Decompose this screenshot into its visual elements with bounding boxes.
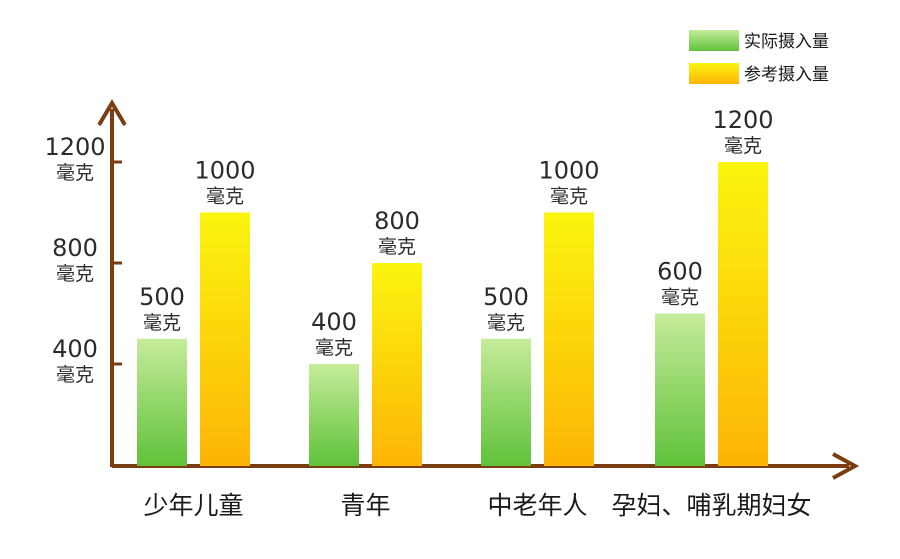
bar-value-unit: 毫克 [206, 186, 244, 208]
bar-value-label: 500 [139, 283, 185, 311]
bar-value-labels: 500毫克1000毫克400毫克800毫克500毫克1000毫克600毫克120… [139, 106, 773, 359]
y-tick-unit: 毫克 [56, 263, 94, 285]
bar-reference [544, 212, 594, 466]
y-tick-label: 800 [52, 234, 98, 262]
x-category-label: 孕妇、哺乳期妇女 [611, 491, 811, 520]
bar-value-label: 500 [483, 283, 529, 311]
bar-value-unit: 毫克 [487, 312, 525, 334]
bar-actual [655, 313, 705, 466]
x-category-label: 青年 [340, 491, 390, 520]
y-tick-unit: 毫克 [56, 162, 94, 184]
bar-value-unit: 毫克 [315, 337, 353, 359]
legend-swatch-reference [689, 63, 739, 84]
legend-label-actual: 实际摄入量 [744, 32, 829, 52]
bar-value-unit: 毫克 [550, 186, 588, 208]
bar-reference [718, 162, 768, 466]
bars [137, 162, 768, 466]
bar-actual [309, 364, 359, 466]
y-tick-label: 1200 [44, 133, 105, 161]
bar-value-label: 1000 [538, 157, 599, 185]
bar-value-label: 1000 [194, 157, 255, 185]
y-tick-unit: 毫克 [56, 364, 94, 386]
bar-value-unit: 毫克 [724, 135, 762, 157]
bar-actual [137, 338, 187, 466]
legend-swatch-actual [689, 30, 739, 51]
bar-value-unit: 毫克 [661, 287, 699, 309]
y-tick-label: 400 [52, 335, 98, 363]
legend-label-reference: 参考摄入量 [744, 65, 829, 85]
bar-value-unit: 毫克 [378, 236, 416, 258]
bar-value-label: 400 [311, 308, 357, 336]
bar-reference [200, 212, 250, 466]
x-axis-arrow-icon [832, 452, 860, 480]
x-category-label: 少年儿童 [143, 491, 243, 520]
bar-value-label: 800 [374, 207, 420, 235]
bar-value-unit: 毫克 [143, 312, 181, 334]
bar-value-label: 600 [657, 258, 703, 286]
x-category-label: 中老年人 [487, 491, 587, 520]
x-axis-category-labels: 少年儿童 青年 中老年人 孕妇、哺乳期妇女 [143, 491, 811, 520]
y-axis-arrow-icon [97, 99, 127, 127]
bar-reference [372, 263, 422, 466]
bar-actual [481, 338, 531, 466]
bar-value-label: 1200 [712, 106, 773, 134]
